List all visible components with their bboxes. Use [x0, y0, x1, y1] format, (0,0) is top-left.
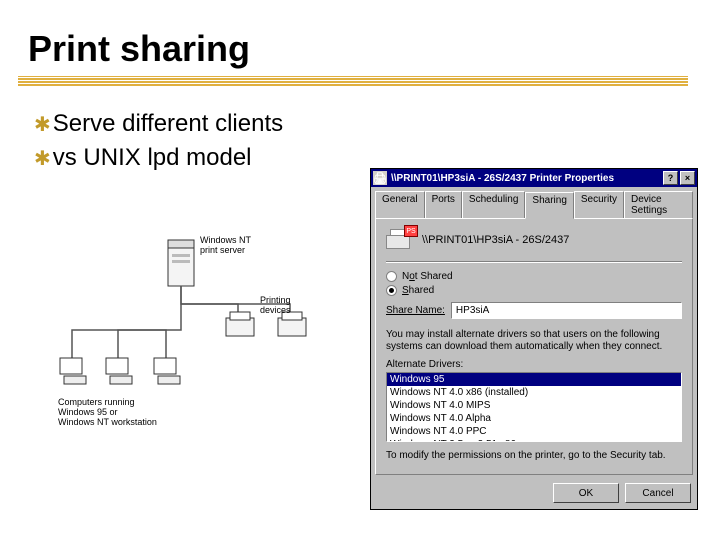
drivers-note: You may install alternate drivers so tha… [386, 329, 682, 353]
diagram-label-server: Windows NTprint server [200, 236, 280, 256]
radio-label: Not Shared [402, 271, 453, 282]
list-item[interactable]: Windows NT 3.5 or 3.51 x86 [387, 438, 681, 442]
tab-security[interactable]: Security [574, 191, 624, 218]
radio-not-shared[interactable]: Not Shared [386, 271, 682, 282]
share-name-label: Share Name: [386, 305, 445, 316]
divider [386, 261, 682, 263]
help-button[interactable]: ? [663, 171, 678, 185]
tab-device-settings[interactable]: Device Settings [624, 191, 693, 218]
printer-path-text: \\PRINT01\HP3siA - 26S/2437 [422, 234, 569, 246]
diagram-label-clients: Computers runningWindows 95 orWindows NT… [58, 398, 198, 428]
sharing-panel: PS \\PRINT01\HP3siA - 26S/2437 Not Share… [375, 218, 693, 475]
alt-drivers-label: Alternate Drivers: [386, 359, 682, 370]
tab-general[interactable]: General [375, 191, 425, 218]
ok-button[interactable]: OK [553, 483, 619, 503]
cancel-button[interactable]: Cancel [625, 483, 691, 503]
radio-icon [386, 271, 397, 282]
server-icon [168, 240, 194, 286]
client-pc-icon [154, 358, 180, 384]
client-pc-icon [106, 358, 132, 384]
bullet-glyph-icon: ✱ [34, 112, 51, 137]
list-item[interactable]: Windows 95 [387, 373, 681, 386]
bullet-item: ✱ Serve different clients [34, 110, 720, 138]
client-pc-icon [60, 358, 86, 384]
printer-large-icon: PS [386, 227, 414, 253]
title-underline [18, 76, 688, 86]
dialog-titlebar[interactable]: 🖨 \\PRINT01\HP3siA - 26S/2437 Printer Pr… [371, 169, 697, 187]
tab-sharing[interactable]: Sharing [525, 192, 573, 219]
tab-scheduling[interactable]: Scheduling [462, 191, 525, 218]
bullet-glyph-icon: ✱ [34, 146, 51, 171]
bullet-text: vs UNIX lpd model [53, 144, 252, 172]
dialog-button-bar: OK Cancel [371, 479, 697, 509]
bullet-list: ✱ Serve different clients ✱ vs UNIX lpd … [34, 110, 720, 172]
radio-icon [386, 285, 397, 296]
tab-ports[interactable]: Ports [425, 191, 462, 218]
alternate-drivers-listbox[interactable]: Windows 95 Windows NT 4.0 x86 (installed… [386, 372, 682, 442]
share-name-input[interactable] [451, 302, 682, 319]
tab-strip: General Ports Scheduling Sharing Securit… [371, 187, 697, 218]
diagram-label-devices: Printingdevices [260, 296, 320, 316]
printer-properties-dialog: 🖨 \\PRINT01\HP3siA - 26S/2437 Printer Pr… [370, 168, 698, 510]
security-tab-note: To modify the permissions on the printer… [386, 450, 682, 462]
slide-title: Print sharing [0, 0, 720, 70]
radio-label: Shared [402, 285, 434, 296]
list-item[interactable]: Windows NT 4.0 PPC [387, 425, 681, 438]
list-item[interactable]: Windows NT 4.0 x86 (installed) [387, 386, 681, 399]
list-item[interactable]: Windows NT 4.0 Alpha [387, 412, 681, 425]
radio-shared[interactable]: Shared [386, 285, 682, 296]
list-item[interactable]: Windows NT 4.0 MIPS [387, 399, 681, 412]
bullet-text: Serve different clients [53, 110, 283, 138]
ps-badge-icon: PS [404, 225, 418, 237]
printer-titlebar-icon: 🖨 [373, 171, 387, 185]
printer-icon [226, 312, 254, 336]
close-button[interactable]: × [680, 171, 695, 185]
dialog-title-text: \\PRINT01\HP3siA - 26S/2437 Printer Prop… [391, 173, 661, 184]
network-diagram: Windows NTprint server Printingdevices C… [58, 230, 358, 450]
